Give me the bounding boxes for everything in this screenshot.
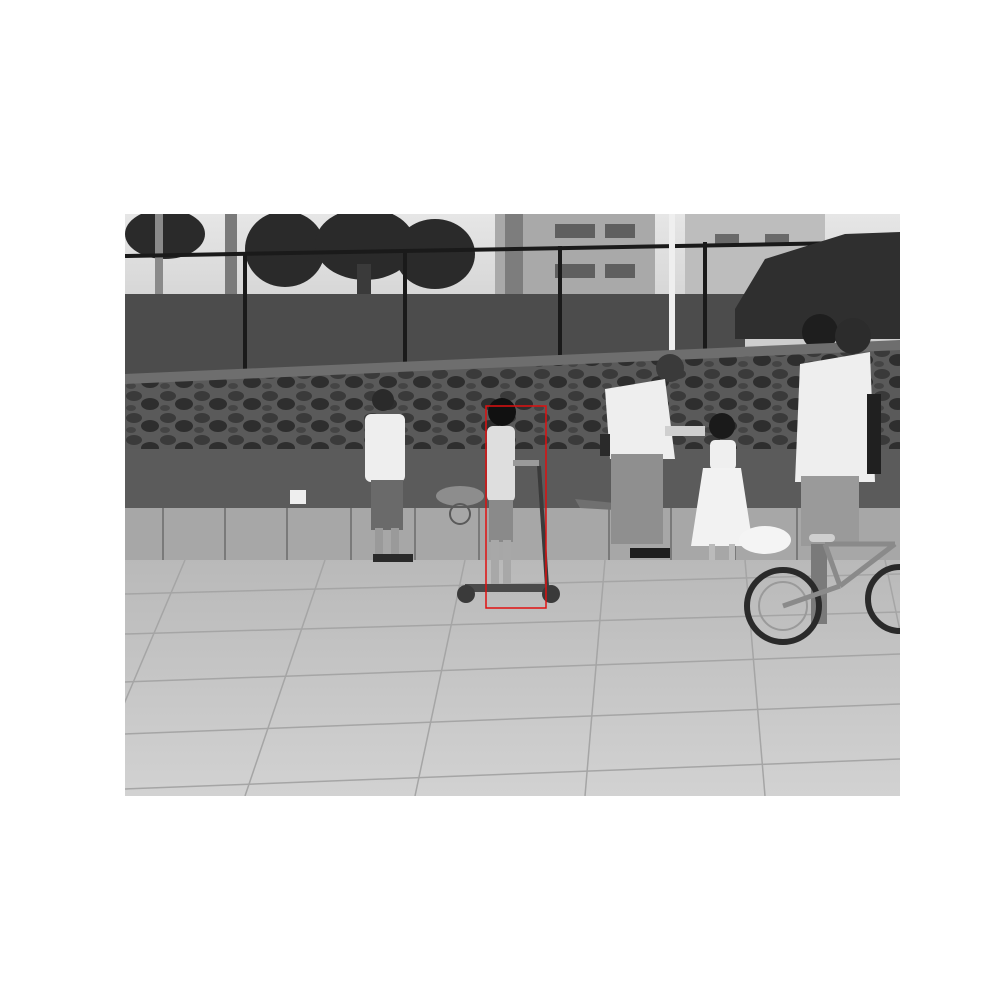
fence bbox=[125, 240, 900, 374]
photo-frame bbox=[125, 214, 900, 796]
annotation-box bbox=[485, 405, 547, 609]
boy-left bbox=[365, 389, 413, 562]
pavement-joints bbox=[125, 559, 900, 796]
bucket bbox=[290, 490, 306, 504]
man-with-bicycle bbox=[739, 318, 900, 645]
bag bbox=[436, 486, 484, 525]
lamp-pole bbox=[669, 214, 675, 354]
girl-in-dress bbox=[691, 413, 753, 560]
photo-scene bbox=[125, 214, 900, 796]
child-on-scooter bbox=[457, 398, 560, 603]
buildings bbox=[495, 214, 825, 344]
man-bending bbox=[600, 354, 705, 558]
car bbox=[735, 232, 900, 350]
